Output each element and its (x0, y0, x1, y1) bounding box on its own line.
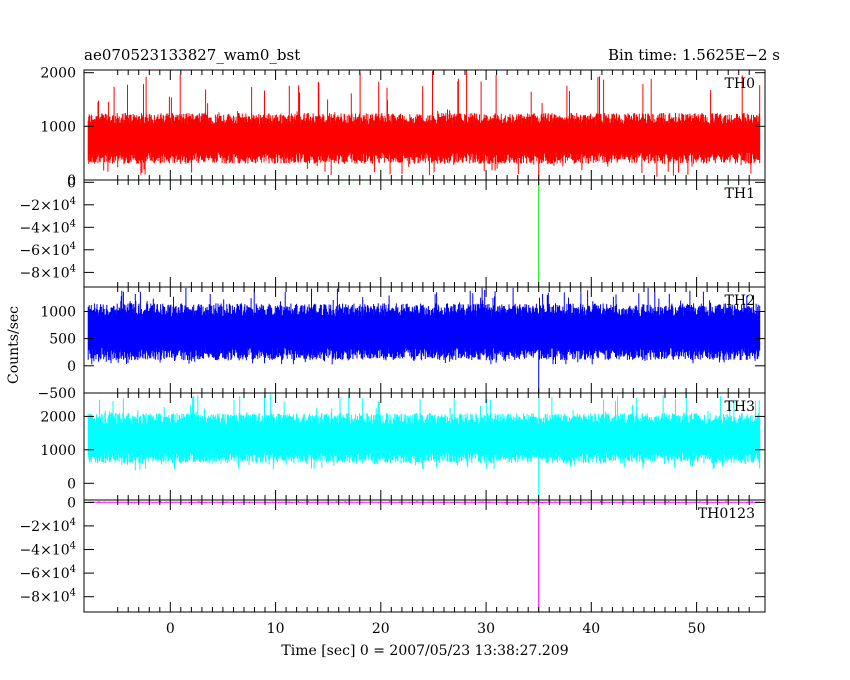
y-tick-label: −500 (38, 386, 76, 402)
x-tick-label: 10 (267, 621, 285, 637)
y-tick-label: 1000 (40, 443, 76, 459)
panel-th0: 0 1000 2000 TH0 (40, 66, 766, 189)
x-tick-label: 40 (582, 621, 600, 637)
x-tick-label: 30 (477, 621, 495, 637)
y-tick-exponent: 4 (70, 517, 76, 528)
panel-th0123: 0 −2×104 −4×104 −6×104 −8×104 TH0123 (19, 495, 766, 613)
x-tick-label: 50 (688, 621, 706, 637)
y-tick-label: 0 (67, 359, 76, 375)
panel-th1: 0 −2×104 −4×104 −6×104 −8×104 TH1 (19, 175, 766, 288)
x-tick-label: 20 (372, 621, 390, 637)
panel-frame (83, 499, 766, 613)
series-th2 (87, 287, 761, 393)
x-axis-label: Time [sec] 0 = 2007/05/23 13:38:27.209 (281, 643, 568, 659)
panel-label: TH0 (725, 76, 755, 92)
y-tick-label: −2×104 (19, 196, 76, 214)
y-tick-label: −8×104 (19, 588, 76, 606)
y-tick-label: 500 (49, 332, 76, 348)
series-th0 (87, 70, 761, 180)
y-tick-label: 0 (67, 173, 76, 189)
y-tick-label: 1000 (40, 119, 76, 135)
y-tick-label: 2000 (40, 66, 76, 82)
series-th1 (87, 182, 761, 287)
y-tick-exponent: 4 (70, 241, 76, 252)
y-tick-exponent: 4 (70, 541, 76, 552)
panel-th3: 0 1000 2000 TH3 (40, 392, 766, 501)
chart-title: ae070523133827_wam0_bst (84, 46, 300, 64)
y-tick-label: 2000 (40, 409, 76, 425)
x-tick-label: 0 (166, 621, 175, 637)
panel-label: TH2 (725, 293, 755, 309)
y-tick-exponent: 4 (70, 564, 76, 575)
y-tick-label: −8×104 (19, 263, 76, 281)
y-tick-label: −4×104 (19, 218, 76, 236)
panel-frame (83, 179, 766, 288)
y-tick-label: 1000 (40, 305, 76, 321)
y-tick-label: −6×104 (19, 564, 76, 582)
panel-label: TH1 (725, 186, 755, 202)
y-tick-label: 0 (67, 495, 76, 511)
panels: 010002000TH00−2×104−4×104−6×104−8×104TH1… (19, 66, 766, 637)
y-tick-label: −2×104 (19, 517, 76, 535)
y-tick-exponent: 4 (70, 588, 76, 599)
y-tick-exponent: 4 (70, 218, 76, 229)
y-tick-exponent: 4 (70, 196, 76, 207)
bin-time-label: Bin time: 1.5625E−2 s (608, 46, 780, 64)
y-tick-label: −6×104 (19, 241, 76, 259)
series-th3 (87, 393, 761, 500)
y-tick-exponent: 4 (70, 263, 76, 274)
panel-th2: −500 0 500 1000 TH2 (38, 286, 766, 402)
y-tick-label: −4×104 (19, 541, 76, 559)
series-th0123 (87, 501, 761, 612)
y-tick-label: 0 (67, 476, 76, 492)
panel-label: TH3 (725, 399, 755, 415)
y-tick-label: 0 (67, 175, 76, 191)
y-axis-label: Counts/sec (6, 306, 22, 384)
panel-label: TH0123 (698, 506, 755, 522)
